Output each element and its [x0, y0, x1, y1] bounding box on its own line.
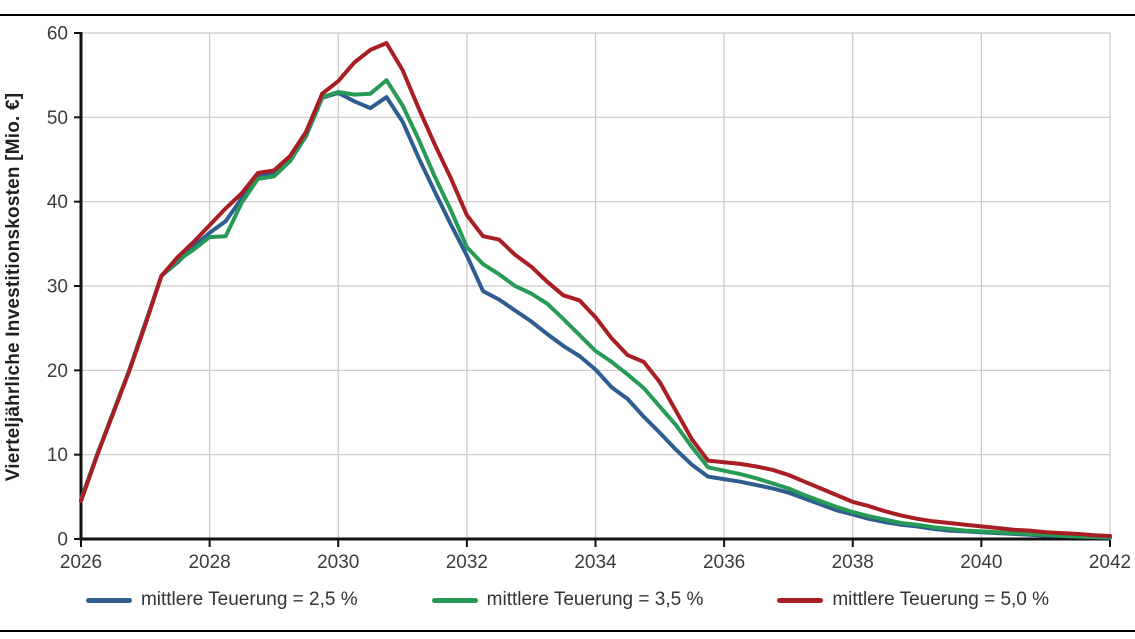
x-tick-label: 2038	[832, 552, 874, 573]
legend-label: mittlere Teuerung = 5,0 %	[832, 589, 1050, 610]
x-tick-label: 2040	[960, 552, 1002, 573]
x-tick-label: 2036	[703, 552, 745, 573]
y-tick-label: 50	[47, 108, 68, 129]
y-tick-label: 10	[47, 445, 68, 466]
series-line-1	[79, 78, 1112, 540]
x-tick-label: 2030	[317, 552, 359, 573]
x-tick-label: 2028	[188, 552, 230, 573]
x-tick-label: 2032	[446, 552, 488, 573]
legend-line-swatch	[777, 597, 824, 603]
y-tick-label: 60	[47, 24, 68, 45]
series-line-2	[79, 41, 1112, 538]
legend-item-0: mittlere Teuerung = 2,5 %	[85, 589, 358, 611]
y-tick-label: 20	[47, 361, 68, 382]
legend-item-2: mittlere Teuerung = 5,0 %	[777, 589, 1049, 611]
legend-item-1: mittlere Teuerung = 3,5 %	[431, 589, 704, 611]
legend-line-swatch	[431, 597, 478, 603]
legend-label: mittlere Teuerung = 3,5 %	[486, 589, 704, 610]
y-tick-label: 40	[47, 192, 68, 213]
x-tick-label: 2042	[1089, 552, 1131, 573]
chart-legend: mittlere Teuerung = 2,5 % mittlere Teueru…	[0, 589, 1135, 611]
legend-line-swatch	[85, 597, 132, 603]
y-tick-label: 30	[47, 277, 68, 298]
x-tick-label: 2034	[574, 552, 617, 573]
y-tick-label: 0	[57, 530, 68, 551]
bottom-rule	[0, 630, 1135, 632]
x-tick-label: 2026	[60, 552, 102, 573]
top-rule	[0, 14, 1135, 16]
legend-label: mittlere Teuerung = 2,5 %	[140, 589, 358, 610]
